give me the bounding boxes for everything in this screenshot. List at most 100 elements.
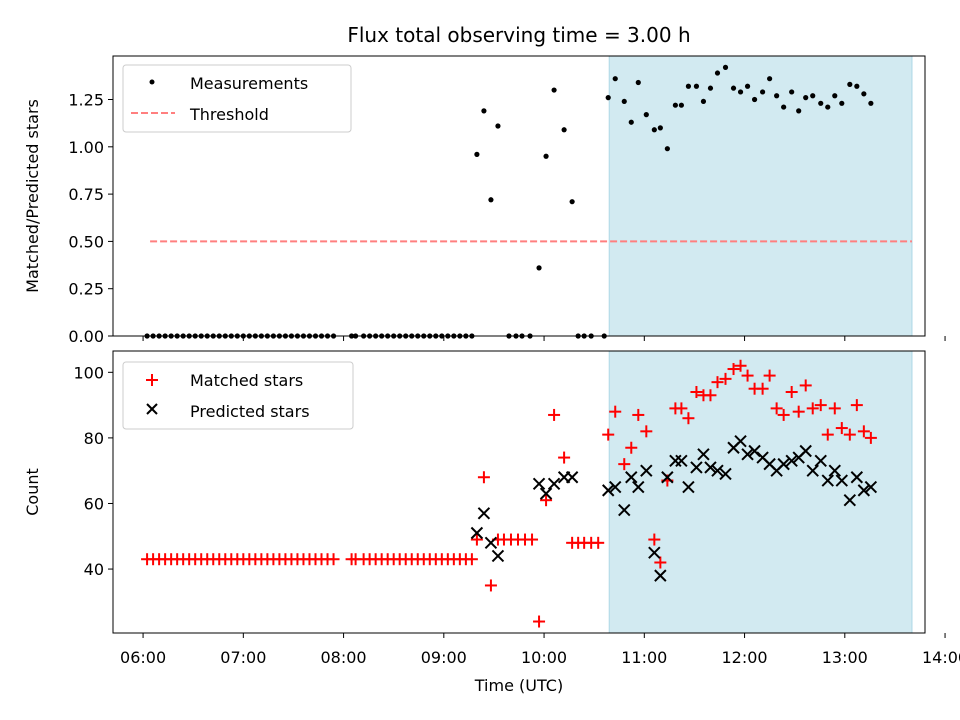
measurement-point [714, 70, 721, 76]
bottom-panel-xlabel: Time (UTC) [474, 676, 563, 695]
measurement-point [707, 85, 714, 91]
predicted-point [477, 507, 491, 520]
x-tick-label: 11:00 [621, 648, 667, 667]
measurement-point [635, 79, 641, 86]
y-tick-label: 40 [84, 560, 104, 579]
matched-point [632, 408, 645, 421]
matched-point [864, 431, 877, 444]
matched-point [734, 359, 747, 372]
bottom-panel-legend: Matched stars Predicted stars [122, 361, 354, 430]
measurement-point [730, 85, 737, 91]
predicted-point [609, 480, 622, 494]
bottom-panel-count: 40 60 80 100 06:00 07:00 08:00 09:00 10:00 11:00… [23, 350, 960, 695]
measurement-point [767, 76, 773, 82]
predicted-point [654, 569, 667, 582]
matched-point [558, 451, 571, 464]
measurement-point [839, 100, 845, 106]
measurement-point [561, 127, 567, 133]
predicted-point [814, 454, 827, 468]
y-tick-label: 1.00 [68, 138, 104, 157]
measurement-point [868, 100, 874, 106]
measurement-point [495, 123, 501, 129]
measurement-point [536, 265, 542, 271]
x-tick-label: 09:00 [421, 648, 467, 667]
matched-point [704, 389, 717, 402]
measurement-point [664, 146, 670, 152]
bottom-panel-ylabel: Count [23, 468, 42, 516]
legend-measurements-marker [149, 79, 155, 85]
y-tick-label: 100 [73, 363, 104, 382]
matched-point [548, 408, 561, 421]
matched-point [777, 408, 790, 421]
y-tick-label: 80 [84, 429, 104, 448]
matched-point [602, 428, 615, 441]
matched-point [618, 458, 631, 471]
predicted-point [602, 484, 615, 497]
measurement-point [685, 83, 692, 89]
legend-predicted-marker [146, 403, 158, 415]
measurement-point [818, 100, 824, 106]
measurement-point [569, 199, 575, 205]
predicted-point [625, 471, 638, 484]
measurement-point [744, 83, 751, 89]
matched-point [533, 615, 546, 628]
legend-matched-marker [146, 374, 158, 386]
predicted-point [484, 536, 498, 550]
predicted-point [843, 493, 857, 507]
matched-point [821, 428, 834, 441]
predicted-point [806, 464, 819, 477]
matched-point [648, 533, 661, 546]
matched-point [719, 372, 732, 385]
predicted-point [632, 480, 645, 494]
x-tick-label: 08:00 [321, 648, 367, 667]
measurement-point [488, 197, 494, 203]
top-legend-box [122, 64, 352, 133]
predicted-point [828, 464, 841, 477]
measurement-point [651, 127, 657, 133]
measurement-point [621, 98, 627, 105]
measurement-point [760, 89, 766, 95]
predicted-point [697, 448, 710, 461]
top-panel-ratio: 0.00 0.25 0.50 0.75 1.00 1.25 Matched/Predict… [23, 55, 946, 346]
matched-point [756, 382, 769, 395]
predicted-point [690, 461, 703, 474]
measurement-point [643, 112, 649, 118]
measurement-point [825, 104, 831, 110]
legend-matched-label: Matched stars [190, 371, 303, 390]
matched-point [592, 536, 605, 549]
predicted-point [704, 461, 717, 474]
matched-point [609, 405, 622, 418]
matched-point [843, 428, 856, 441]
measurement-point [605, 95, 611, 101]
predicted-point [470, 526, 484, 540]
matched-point [850, 399, 863, 412]
measurement-point [810, 93, 816, 99]
legend-measurements-label: Measurements [190, 74, 308, 93]
matched-point [806, 402, 819, 415]
predicted-point [719, 467, 732, 481]
measurement-point [847, 81, 853, 87]
legend-predicted-label: Predicted stars [190, 402, 310, 421]
top-panel-legend: Measurements Threshold [122, 64, 352, 133]
measurement-point [832, 93, 838, 99]
y-tick-label: 0.75 [68, 185, 104, 204]
measurement-point [543, 153, 549, 159]
matched-point [640, 425, 653, 438]
top-panel-ylabel: Matched/Predicted stars [23, 99, 42, 293]
predicted-point [661, 471, 674, 484]
predicted-point [491, 549, 505, 563]
measurement-point [854, 83, 860, 89]
measurement-point [751, 96, 758, 103]
y-tick-label: 60 [84, 494, 104, 513]
predicted-point [857, 484, 871, 497]
measurement-point [700, 98, 707, 105]
matched-point [763, 369, 776, 382]
predicted-point [547, 477, 561, 491]
matched-point [654, 556, 667, 569]
y-tick-label: 0.25 [68, 280, 104, 299]
matched-point [682, 412, 695, 425]
measurement-point [474, 151, 480, 157]
matched-point [814, 399, 827, 412]
measurement-point [481, 108, 487, 114]
x-tick-label: 12:00 [722, 648, 768, 667]
